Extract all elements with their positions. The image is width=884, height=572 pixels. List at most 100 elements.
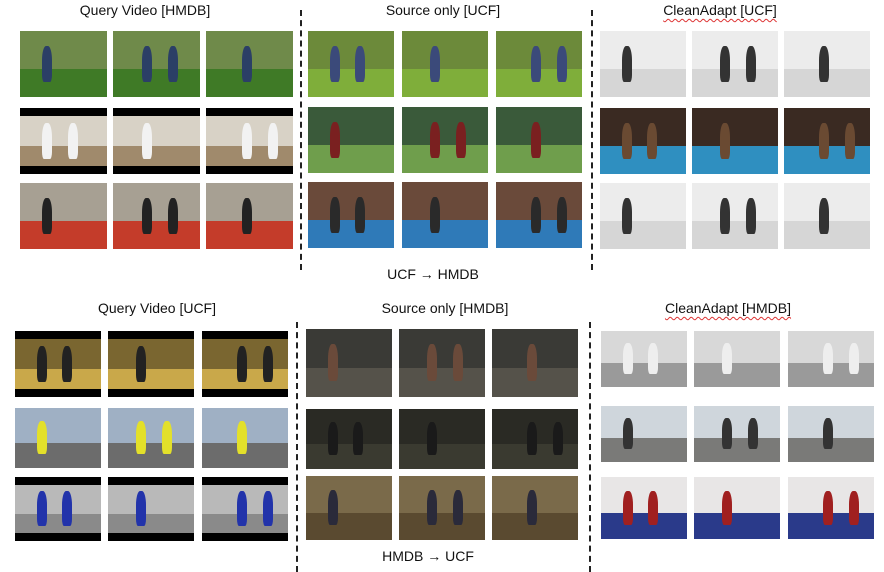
frame-floor	[113, 221, 200, 249]
person-silhouette	[823, 491, 833, 525]
person-silhouette	[748, 418, 758, 449]
person-silhouette	[819, 198, 829, 234]
person-silhouette	[263, 491, 273, 526]
frame-floor	[600, 69, 686, 97]
panel-title-5: Source only [HMDB]	[381, 300, 509, 316]
letterbox-band	[206, 108, 293, 116]
letterbox-band	[113, 108, 200, 116]
person-silhouette	[62, 346, 72, 382]
frame-floor	[692, 221, 778, 249]
letterbox-band	[108, 477, 194, 485]
frame-floor	[306, 368, 392, 397]
person-silhouette	[142, 198, 152, 234]
person-silhouette	[622, 46, 632, 82]
video-frame	[601, 331, 687, 387]
frame-floor	[108, 443, 194, 468]
frame-floor	[600, 221, 686, 249]
person-silhouette	[531, 122, 541, 158]
person-silhouette	[237, 421, 247, 454]
video-frame	[206, 108, 293, 174]
person-silhouette	[263, 346, 273, 382]
frame-floor	[601, 438, 687, 462]
video-frame	[784, 108, 870, 174]
letterbox-band	[15, 331, 101, 339]
video-frame	[399, 329, 485, 397]
letterbox-band	[206, 166, 293, 174]
person-silhouette	[136, 421, 146, 454]
video-frame	[402, 107, 488, 173]
person-silhouette	[62, 491, 72, 526]
direction-text-top: UCF → HMDB	[387, 266, 479, 282]
person-silhouette	[328, 422, 338, 455]
person-silhouette	[720, 123, 730, 159]
video-frame	[306, 409, 392, 469]
dashed-divider-3	[296, 322, 298, 572]
person-silhouette	[328, 490, 338, 525]
letterbox-band	[202, 533, 288, 541]
person-silhouette	[168, 198, 178, 234]
panel-title-1: Query Video [HMDB]	[79, 2, 211, 18]
video-frame	[206, 183, 293, 249]
person-silhouette	[242, 123, 252, 159]
video-frame	[600, 183, 686, 249]
person-silhouette	[330, 122, 340, 158]
letterbox-band	[113, 166, 200, 174]
person-silhouette	[823, 343, 833, 374]
frame-floor	[402, 220, 488, 248]
video-frame	[308, 182, 394, 248]
video-frame	[788, 406, 874, 462]
frame-floor	[601, 513, 687, 539]
person-silhouette	[136, 491, 146, 526]
person-silhouette	[722, 491, 732, 525]
person-silhouette	[427, 344, 437, 381]
person-silhouette	[622, 198, 632, 234]
video-frame	[496, 107, 582, 173]
direction-label-bottom: HMDB → UCF	[382, 548, 474, 564]
video-frame	[399, 476, 485, 540]
video-frame	[108, 477, 194, 541]
person-silhouette	[42, 123, 52, 159]
frame-floor	[308, 145, 394, 173]
person-silhouette	[42, 198, 52, 234]
letterbox-band	[15, 477, 101, 485]
direction-text-bottom: HMDB → UCF	[382, 548, 474, 564]
person-silhouette	[168, 46, 178, 82]
frame-floor	[600, 146, 686, 174]
person-silhouette	[456, 122, 466, 158]
video-frame	[492, 476, 578, 540]
video-frame	[108, 408, 194, 468]
person-silhouette	[453, 344, 463, 381]
video-frame	[694, 331, 780, 387]
person-silhouette	[355, 197, 365, 233]
frame-floor	[399, 444, 485, 469]
person-silhouette	[242, 46, 252, 82]
person-silhouette	[430, 122, 440, 158]
person-silhouette	[37, 491, 47, 526]
person-silhouette	[527, 344, 537, 381]
dashed-divider-2	[591, 10, 593, 270]
video-frame	[306, 329, 392, 397]
letterbox-band	[108, 389, 194, 397]
video-frame	[15, 408, 101, 468]
person-silhouette	[746, 198, 756, 234]
video-frame	[784, 183, 870, 249]
letterbox-band	[20, 108, 107, 116]
video-frame	[202, 477, 288, 541]
letterbox-band	[202, 331, 288, 339]
person-silhouette	[430, 197, 440, 233]
person-silhouette	[557, 197, 567, 233]
person-silhouette	[268, 123, 278, 159]
person-silhouette	[557, 46, 567, 82]
video-frame	[402, 182, 488, 248]
video-frame	[601, 477, 687, 539]
panel-title-6: CleanAdapt [HMDB]	[664, 300, 792, 316]
frame-floor	[308, 220, 394, 248]
frame-floor	[694, 363, 780, 387]
person-silhouette	[623, 343, 633, 374]
letterbox-band	[20, 166, 107, 174]
person-silhouette	[531, 46, 541, 82]
video-frame	[308, 107, 394, 173]
frame-floor	[694, 513, 780, 539]
person-silhouette	[746, 46, 756, 82]
video-frame	[202, 331, 288, 397]
